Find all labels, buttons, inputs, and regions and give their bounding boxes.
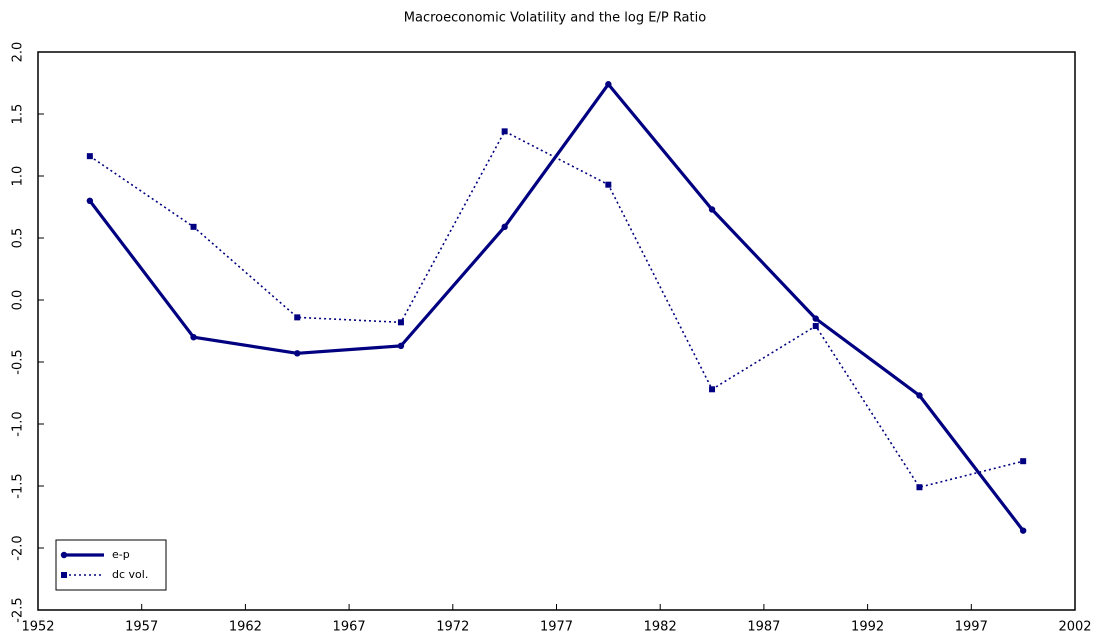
- y-tick-label: 1.5: [11, 104, 26, 125]
- series-line: [89, 130, 1024, 489]
- marker: [916, 484, 923, 491]
- x-tick-label: 1987: [747, 620, 780, 635]
- y-tick-label: 1.0: [11, 166, 26, 187]
- chart-title: Macroeconomic Volatility and the log E/P…: [404, 11, 706, 26]
- y-tick-label: 0.0: [11, 290, 26, 311]
- series-line: [88, 82, 1025, 532]
- marker: [61, 572, 67, 578]
- plot-frame: [37, 51, 1076, 611]
- marker: [397, 342, 405, 350]
- x-tick-label: 1977: [540, 620, 573, 635]
- y-tick-label: -0.5: [11, 349, 26, 374]
- marker: [709, 386, 716, 393]
- x-tick-label: 1967: [333, 620, 366, 635]
- marker: [708, 206, 716, 213]
- marker: [190, 334, 197, 341]
- legend-label: e-p: [112, 548, 130, 561]
- marker: [294, 314, 301, 321]
- x-tick-label: 1992: [851, 620, 884, 635]
- x-tick-label: 1952: [21, 620, 54, 635]
- marker: [605, 81, 612, 88]
- y-tick-label: -2.5: [11, 597, 26, 622]
- marker: [812, 323, 819, 330]
- legend-label: dc vol.: [112, 568, 148, 581]
- y-tick-label: -1.0: [11, 411, 26, 436]
- marker: [86, 197, 94, 204]
- y-tick-label: 2.0: [11, 42, 26, 63]
- x-tick-label: 1997: [955, 620, 988, 635]
- y-tick-label: -2.0: [11, 535, 26, 560]
- marker: [501, 128, 508, 135]
- y-tick-label: 0.5: [11, 228, 26, 249]
- marker: [60, 551, 68, 559]
- legend-box: [55, 539, 167, 591]
- marker: [1019, 527, 1027, 534]
- x-tick-label: 1962: [229, 620, 262, 635]
- marker: [605, 181, 612, 188]
- marker: [190, 223, 197, 230]
- y-tick-label: -1.5: [11, 473, 26, 498]
- x-tick-label: 1957: [125, 620, 158, 635]
- marker: [1020, 458, 1027, 465]
- marker: [86, 153, 93, 160]
- marker: [397, 319, 404, 326]
- x-tick-label: 1982: [644, 620, 677, 635]
- marker: [501, 223, 508, 231]
- marker: [916, 392, 923, 399]
- x-tick-label: 1972: [436, 620, 469, 635]
- marker: [812, 315, 819, 322]
- x-tick-label: 2002: [1058, 620, 1091, 635]
- marker: [294, 350, 301, 357]
